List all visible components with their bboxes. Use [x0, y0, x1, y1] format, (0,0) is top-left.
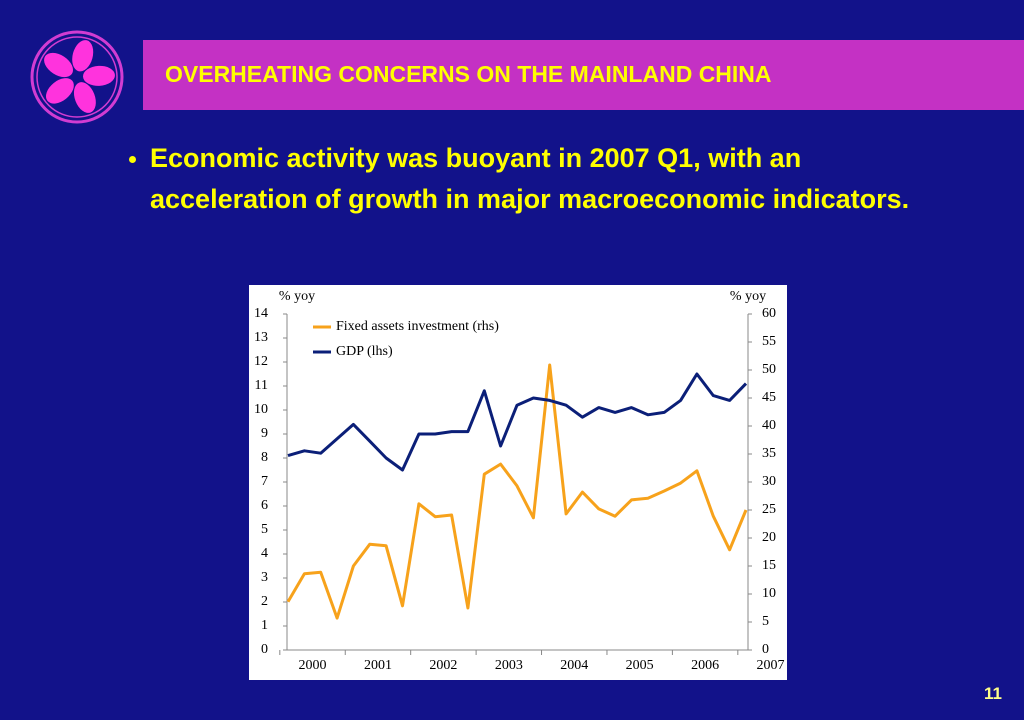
series-line — [287, 372, 748, 472]
y-tick-label: 8 — [261, 450, 268, 465]
legend-label: Fixed assets investment (rhs) — [336, 319, 499, 334]
x-tick-label: 2007 — [757, 658, 785, 673]
bullet: Economic activity was buoyant in 2007 Q1… — [150, 138, 950, 220]
y2-tick-label: 20 — [762, 530, 776, 545]
y2-tick-label: 5 — [762, 614, 769, 629]
y-tick-label: 4 — [261, 546, 268, 561]
y-tick-label: 0 — [261, 642, 268, 657]
y2-tick-label: 25 — [762, 502, 776, 517]
y2-tick-label: 30 — [762, 474, 776, 489]
y2-axis-label: % yoy — [730, 289, 766, 304]
y2-tick-label: 0 — [762, 642, 769, 657]
y2-tick-label: 55 — [762, 334, 776, 349]
y-tick-label: 5 — [261, 522, 268, 537]
x-tick-label: 2000 — [299, 658, 327, 673]
y2-tick-label: 15 — [762, 558, 776, 573]
x-tick-label: 2002 — [429, 658, 457, 673]
y-tick-label: 14 — [254, 306, 268, 321]
x-tick-label: 2003 — [495, 658, 523, 673]
y-tick-label: 6 — [261, 498, 268, 513]
series-line — [286, 363, 748, 620]
y-tick-label: 3 — [261, 570, 268, 585]
y2-tick-label: 60 — [762, 306, 776, 321]
y-axis-label: % yoy — [279, 289, 315, 304]
legend-label: GDP (lhs) — [336, 344, 393, 359]
chart: % yoy % yoy 0123456789101112131405101520… — [249, 285, 787, 680]
x-tick-label: 2004 — [560, 658, 588, 673]
y2-tick-label: 50 — [762, 362, 776, 377]
y2-tick-label: 40 — [762, 418, 776, 433]
y-tick-label: 2 — [261, 594, 268, 609]
x-tick-label: 2005 — [626, 658, 654, 673]
title-bar: OVERHEATING CONCERNS ON THE MAINLAND CHI… — [143, 40, 1024, 110]
slide-title: OVERHEATING CONCERNS ON THE MAINLAND CHI… — [165, 61, 772, 87]
page-number: 11 — [984, 684, 1002, 703]
y-tick-label: 10 — [254, 402, 268, 417]
y-tick-label: 11 — [255, 378, 268, 393]
y2-tick-label: 45 — [762, 390, 776, 405]
logo — [30, 30, 124, 124]
y-tick-label: 9 — [261, 426, 268, 441]
y-tick-label: 1 — [261, 618, 268, 633]
y2-tick-label: 10 — [762, 586, 776, 601]
y-tick-label: 13 — [254, 330, 268, 345]
x-tick-label: 2006 — [691, 658, 719, 673]
bullet-list: Economic activity was buoyant in 2007 Q1… — [150, 138, 950, 220]
y-tick-label: 7 — [261, 474, 268, 489]
y2-tick-label: 35 — [762, 446, 776, 461]
x-tick-label: 2001 — [364, 658, 392, 673]
y-tick-label: 12 — [254, 354, 268, 369]
